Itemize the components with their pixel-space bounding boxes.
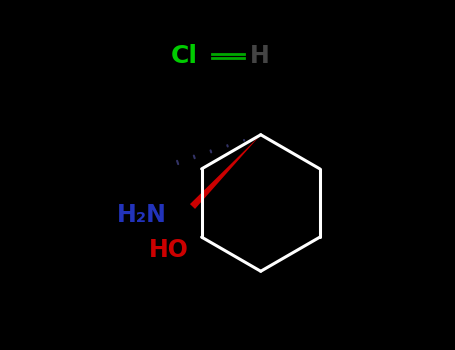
Polygon shape: [190, 135, 261, 209]
Text: H₂N: H₂N: [117, 203, 167, 227]
Text: HO: HO: [149, 238, 189, 262]
Text: Cl: Cl: [171, 44, 198, 68]
Text: H: H: [250, 44, 270, 68]
